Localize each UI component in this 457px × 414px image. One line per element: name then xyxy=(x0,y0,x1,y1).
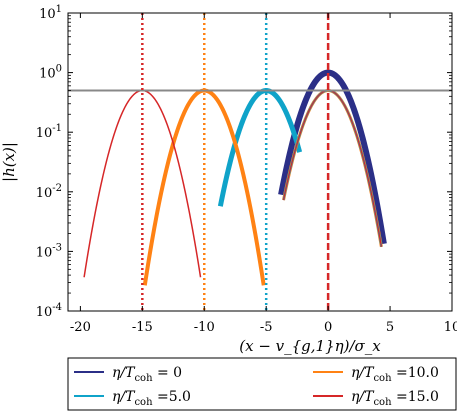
legend-label-1: η/Tcoh =5.0 xyxy=(112,389,191,408)
x-tick-label-4: 0 xyxy=(324,320,332,335)
x-tick-label-3: -5 xyxy=(260,320,273,335)
legend-label-0: η/Tcoh = 0 xyxy=(112,365,182,384)
x-tick-label-0: -20 xyxy=(70,320,91,335)
legend: η/Tcoh = 0 η/Tcoh =5.0 η/Tcoh =10.0 η/Tcoh … xyxy=(67,357,457,411)
legend-frame xyxy=(67,357,457,411)
y-tick-label-5: 101 xyxy=(39,4,62,22)
y-tick-label-0: 10-4 xyxy=(36,302,62,320)
y-tick-label-3: 10-1 xyxy=(36,123,62,141)
x-tick-label-1: -15 xyxy=(132,320,153,335)
series-0-line xyxy=(278,69,387,245)
reference-lines-layer xyxy=(68,13,452,311)
x-axis-label: (x − v_{g,1}η)/σ_x xyxy=(239,337,381,355)
y-tick-label-1: 10-3 xyxy=(36,242,62,260)
legend-label-3: η/Tcoh =15.0 xyxy=(351,389,439,408)
y-tick-label-4: 100 xyxy=(39,64,62,82)
curves-layer xyxy=(83,69,387,286)
y-tick-label-2: 10-2 xyxy=(36,183,62,201)
x-axis: -20 -15 -10 -5 0 5 10 xyxy=(70,13,457,335)
plot-frame xyxy=(67,12,453,312)
y-axis-label: |h(x)| xyxy=(0,142,18,182)
center-curve-2 xyxy=(282,89,382,247)
series-1-line xyxy=(217,88,303,207)
x-tick-label-2: -10 xyxy=(194,320,215,335)
y-axis: 10-4 10-3 10-2 10-1 100 101 xyxy=(36,4,452,320)
x-tick-label-5: 5 xyxy=(386,320,394,335)
legend-label-2: η/Tcoh =10.0 xyxy=(351,365,439,384)
x-tick-label-6: 10 xyxy=(444,320,457,335)
